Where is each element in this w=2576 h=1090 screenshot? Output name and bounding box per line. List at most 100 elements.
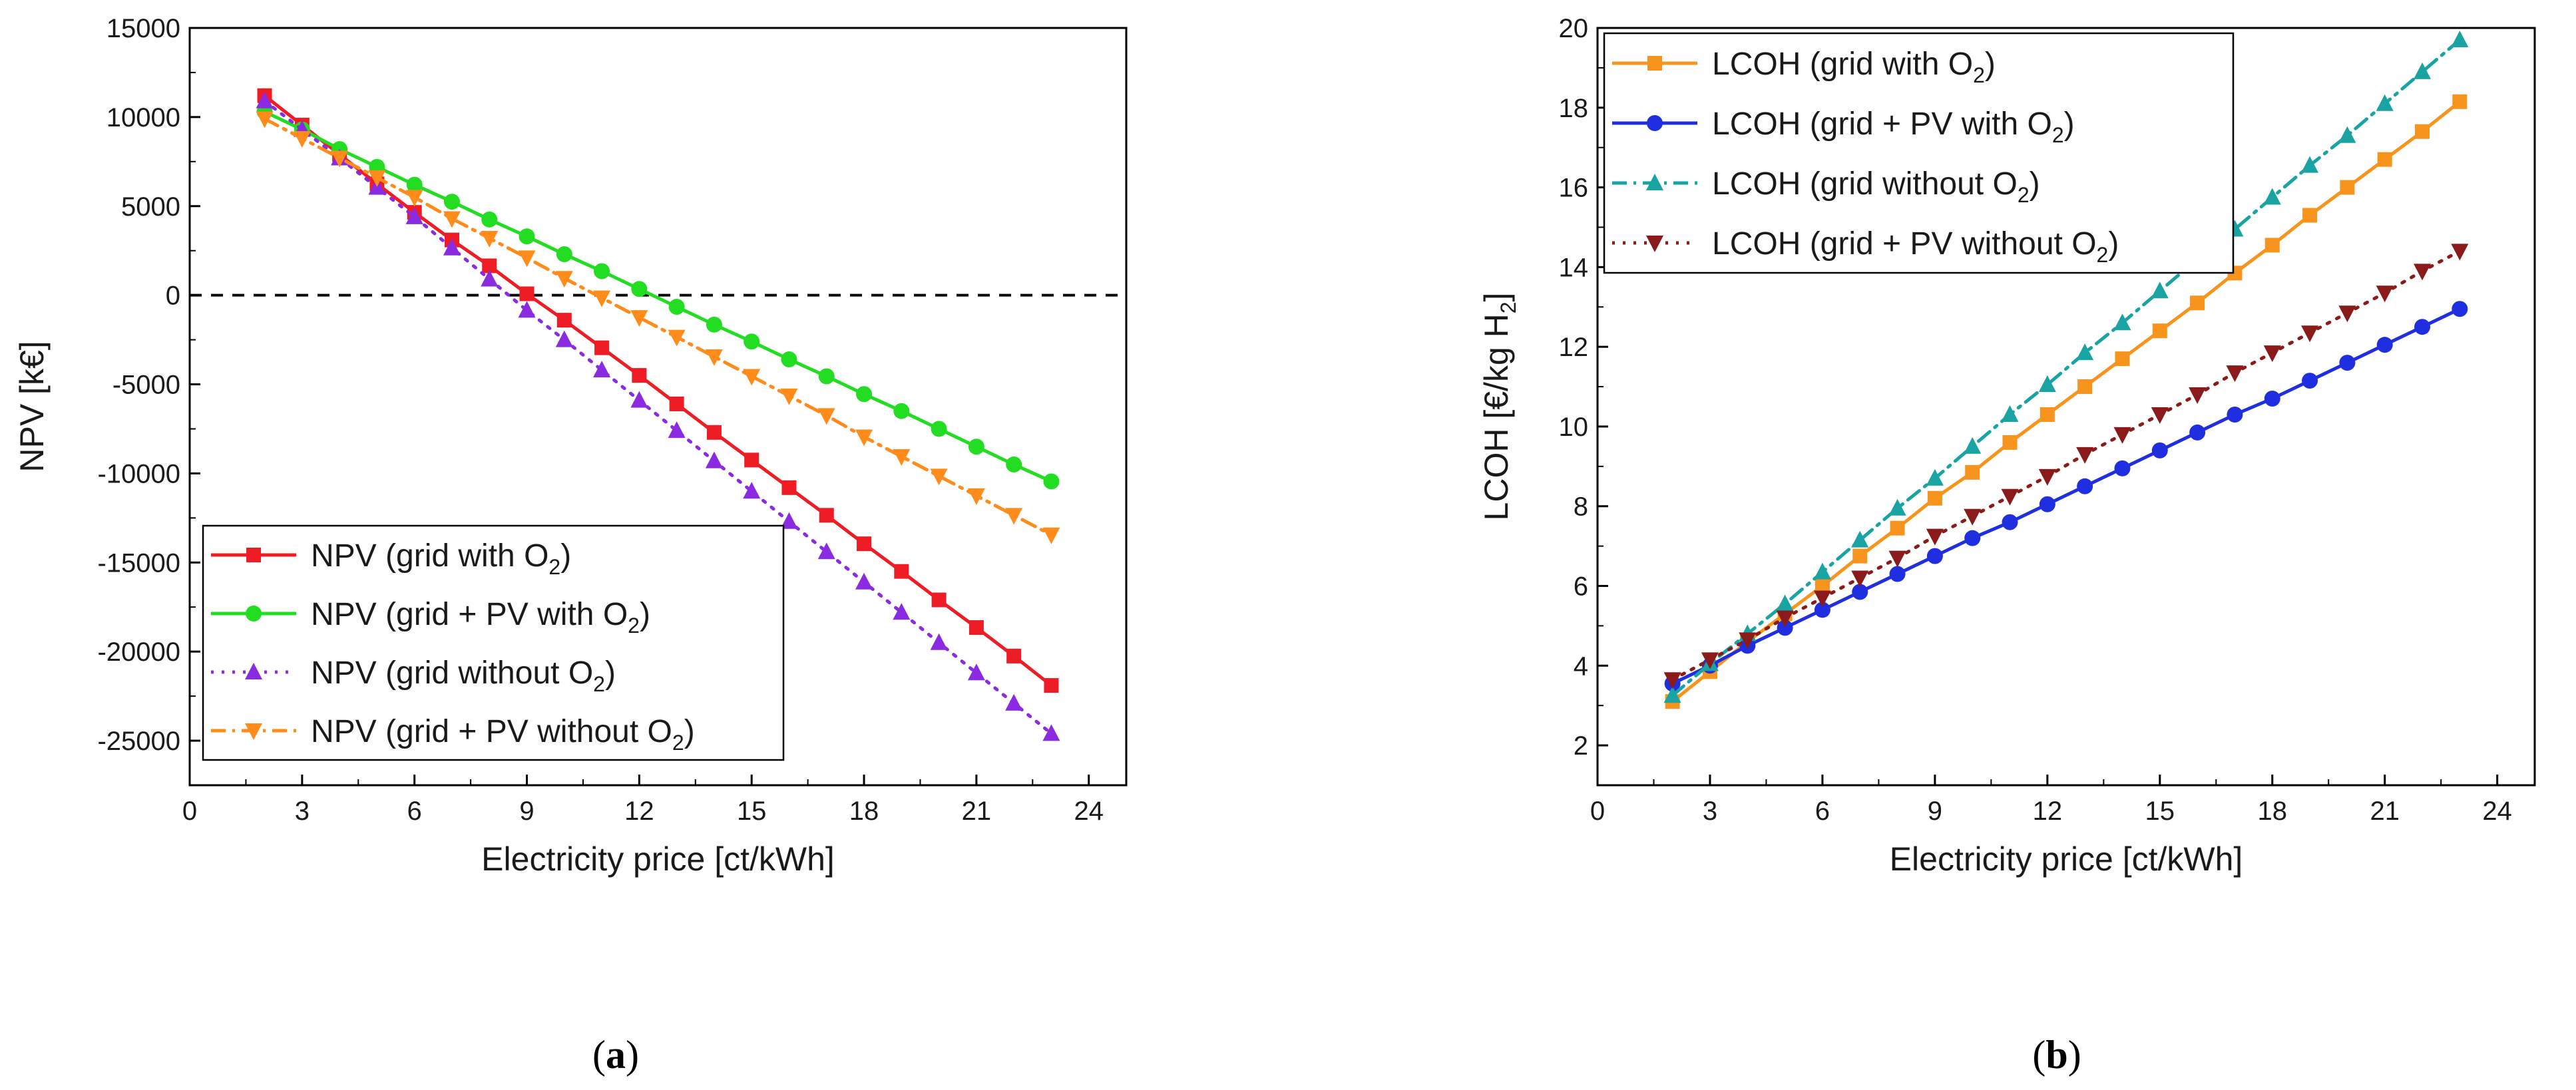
y-tick-label: 8 bbox=[1574, 492, 1588, 522]
data-point bbox=[405, 207, 423, 224]
data-point bbox=[2001, 405, 2019, 422]
chart-panel-b: 0 3 6 9 12 15 18 21 242468101214161820Electricit… bbox=[1478, 14, 2536, 1077]
x-tick-label: 12 bbox=[2033, 797, 2063, 826]
y-tick-label: 6 bbox=[1574, 572, 1588, 602]
legend-entry: LCOH (grid + PV with O2) bbox=[1712, 106, 2075, 147]
legend-frame bbox=[1603, 32, 2235, 274]
data-point bbox=[2338, 126, 2356, 143]
data-point bbox=[2227, 406, 2243, 423]
data-point bbox=[893, 403, 910, 419]
y-tick-label: 0 bbox=[166, 281, 180, 311]
data-point bbox=[968, 620, 984, 636]
data-point bbox=[2114, 460, 2131, 476]
data-point bbox=[706, 316, 722, 333]
data-point bbox=[2376, 94, 2394, 111]
data-point bbox=[405, 190, 423, 207]
data-point bbox=[632, 368, 647, 383]
data-point bbox=[1888, 550, 1906, 568]
data-point bbox=[518, 250, 536, 268]
data-point bbox=[1663, 686, 1681, 703]
series-line bbox=[1671, 249, 2462, 681]
legend: NPV (grid with O2) NPV (grid + PV with O2… bbox=[202, 524, 785, 761]
y-tick-label: 4 bbox=[1574, 651, 1588, 681]
y-tick-label: -15000 bbox=[97, 548, 180, 578]
y-tick-label: 14 bbox=[1559, 253, 1589, 282]
series-2 bbox=[256, 103, 1060, 490]
data-point bbox=[594, 263, 610, 279]
data-point bbox=[2414, 319, 2431, 335]
data-point bbox=[1814, 602, 1830, 618]
data-point bbox=[1042, 527, 1060, 544]
data-point bbox=[555, 330, 573, 347]
data-point bbox=[744, 333, 760, 350]
data-point bbox=[1964, 508, 1982, 526]
data-point bbox=[2452, 94, 2468, 109]
x-axis-label: Electricity price [ct/kWh] bbox=[1890, 840, 2243, 878]
data-point bbox=[819, 508, 834, 523]
data-point bbox=[481, 270, 499, 287]
data-point bbox=[555, 271, 573, 288]
data-point bbox=[1043, 473, 1060, 490]
data-point bbox=[744, 453, 759, 468]
legend-entry: LCOH (grid + PV without O2) bbox=[1712, 226, 2119, 267]
data-point bbox=[1926, 528, 1944, 546]
series-line bbox=[263, 117, 1053, 537]
x-tick-label: 21 bbox=[962, 797, 992, 826]
data-point bbox=[2376, 285, 2394, 303]
data-point bbox=[931, 421, 947, 437]
panel-label: (b) bbox=[2032, 1033, 2081, 1077]
data-point bbox=[2038, 468, 2056, 486]
data-point bbox=[1005, 508, 1023, 525]
data-point bbox=[519, 228, 535, 245]
series-line bbox=[263, 99, 1053, 735]
data-point bbox=[817, 408, 835, 425]
data-point bbox=[743, 369, 761, 386]
data-point bbox=[2451, 244, 2469, 261]
data-point bbox=[1701, 652, 1719, 669]
data-point bbox=[2302, 208, 2318, 223]
data-point bbox=[1926, 548, 1943, 564]
data-point bbox=[482, 258, 497, 273]
data-point bbox=[2113, 427, 2131, 444]
data-point bbox=[1889, 566, 1906, 582]
data-point bbox=[2115, 351, 2130, 367]
data-point bbox=[2301, 325, 2319, 343]
data-point bbox=[705, 349, 723, 367]
data-point bbox=[2077, 379, 2093, 395]
data-point bbox=[2451, 30, 2469, 47]
data-point bbox=[518, 301, 536, 318]
y-tick-label: -20000 bbox=[97, 637, 180, 667]
data-point bbox=[1815, 578, 1830, 594]
data-point bbox=[2039, 496, 2055, 512]
data-point bbox=[1777, 620, 1793, 636]
data-point bbox=[668, 299, 685, 315]
data-point bbox=[593, 361, 611, 378]
data-point bbox=[1927, 490, 1942, 506]
data-point bbox=[2452, 301, 2468, 317]
legend-marker bbox=[246, 606, 262, 622]
data-point bbox=[2077, 478, 2093, 494]
data-point bbox=[1964, 437, 1982, 454]
y-tick-label: -5000 bbox=[112, 371, 180, 400]
legend-marker bbox=[1647, 115, 1663, 131]
x-tick-label: 0 bbox=[182, 797, 197, 826]
data-point bbox=[781, 351, 797, 368]
data-point bbox=[1813, 590, 1831, 608]
series-line bbox=[263, 94, 1053, 687]
data-point bbox=[594, 340, 610, 355]
x-tick-label: 18 bbox=[849, 797, 879, 826]
data-point bbox=[893, 603, 911, 620]
data-point bbox=[818, 368, 835, 385]
data-point bbox=[1926, 468, 1944, 486]
data-point bbox=[1044, 678, 1059, 693]
data-point bbox=[2151, 407, 2169, 424]
data-point bbox=[443, 238, 461, 256]
plot-frame bbox=[188, 27, 1128, 787]
data-point bbox=[2414, 62, 2432, 79]
x-tick-label: 15 bbox=[737, 797, 767, 826]
y-tick-label: -10000 bbox=[97, 459, 180, 488]
data-point bbox=[368, 170, 386, 187]
x-tick-label: 9 bbox=[1928, 797, 1942, 826]
data-point bbox=[556, 313, 572, 328]
data-point bbox=[669, 396, 684, 411]
